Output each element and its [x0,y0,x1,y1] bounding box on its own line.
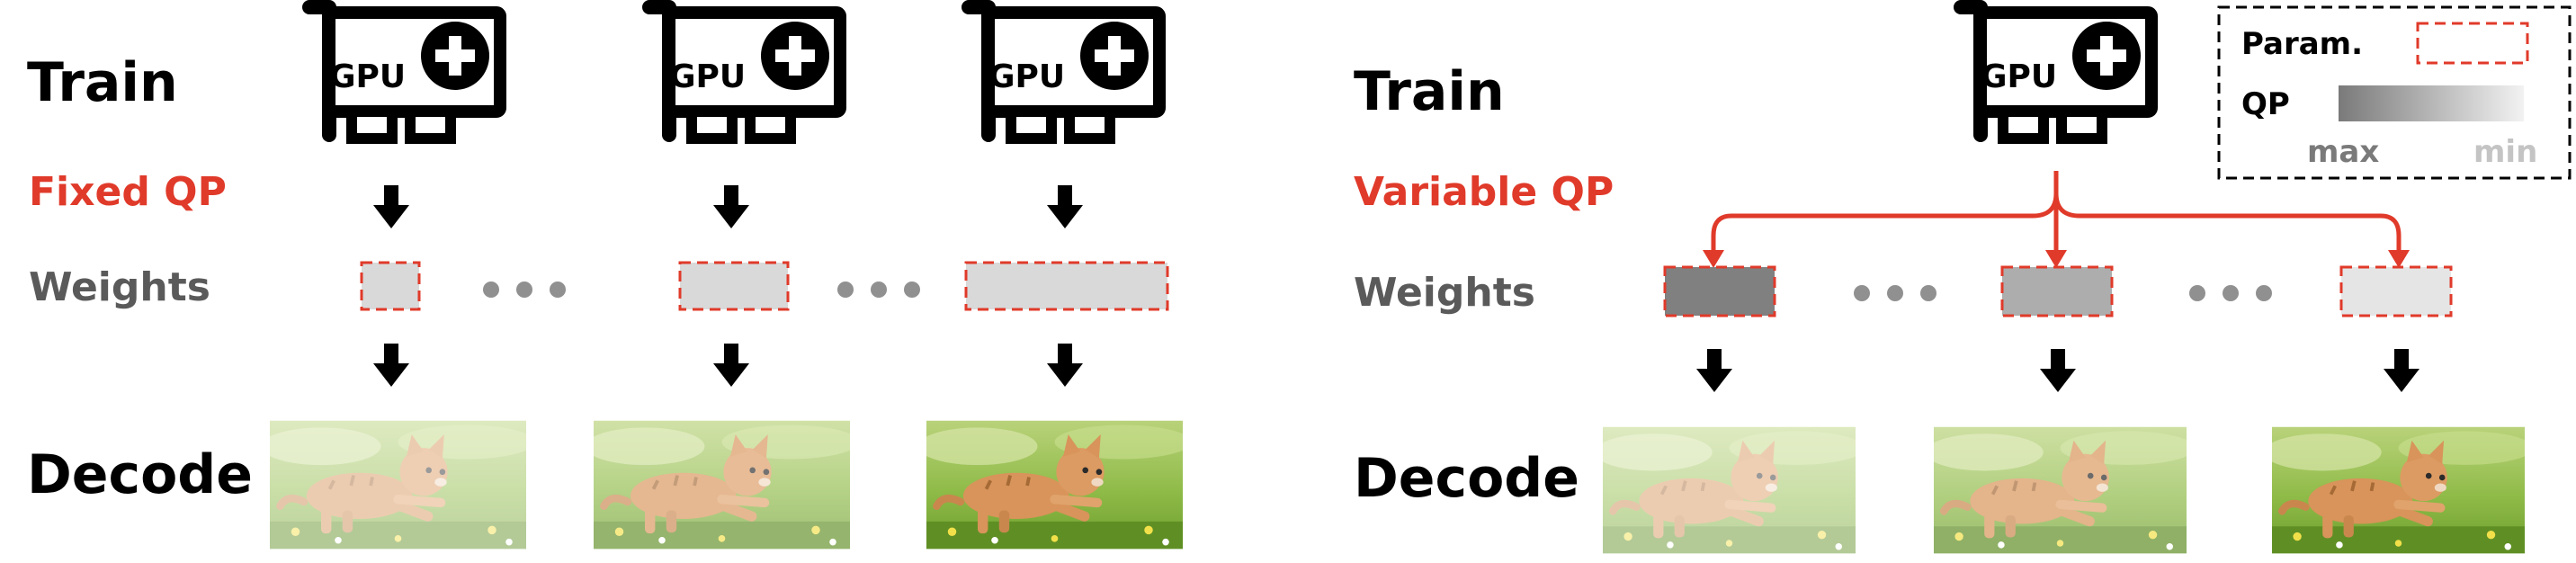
ellipsis-dots [1854,285,1936,301]
ellipsis-dots [483,282,566,298]
variable-qp-panel: Train Variable QP Weights Decode GPU [1354,7,2533,554]
gpu-icon: GPU [309,7,500,139]
down-arrow-icon [2384,349,2419,392]
down-arrow-icon [373,185,409,228]
gpu-text: GPU [669,58,746,95]
decoded-kitten-image [270,419,526,550]
gpu-icon: GPU [969,7,1159,139]
down-arrow-icon [373,344,409,387]
down-arrow-icon [713,344,749,387]
legend-min-label: min [2473,134,2537,170]
legend-param-label: Param. [2241,26,2363,62]
ellipsis-dots [837,282,920,298]
decoded-kitten-image [594,419,850,550]
gpu-text: GPU [988,58,1065,95]
legend-max-label: max [2307,134,2379,170]
gpu-icon: GPU [1961,7,2151,139]
legend-qp-gradient [2339,85,2524,121]
weights-block-min-qp [2339,265,2453,317]
weights-block [964,261,1169,311]
decoded-kitten-image [1934,426,2187,554]
weights-block-mid-qp [2000,265,2114,317]
down-arrow-icon [1696,349,1732,392]
weights-label: Weights [29,264,210,310]
weights-block [678,261,790,311]
down-arrow-icon [1047,344,1083,387]
ellipsis-dots [2189,285,2272,301]
fixed-qp-label: Fixed QP [29,169,227,215]
weights-block [360,261,421,311]
gpu-text: GPU [1981,58,2057,95]
decoded-kitten-image [1603,426,1856,554]
down-arrow-icon [1047,185,1083,228]
down-arrow-icon [713,185,749,228]
legend-box: Param. QP max min [2217,5,2572,180]
gpu-icon: GPU [649,7,840,139]
variable-qp-label: Variable QP [1354,169,1614,215]
gpu-text: GPU [329,58,406,95]
weights-label: Weights [1354,270,1535,316]
arrowheads [1703,250,2410,268]
decoded-kitten-image [2264,426,2534,554]
train-label: Train [27,51,178,114]
fixed-qp-panel: Train Fixed QP Weights Decode GPU GPU GP… [27,7,1192,550]
train-label: Train [1354,60,1505,123]
weights-block-max-qp [1663,265,1776,317]
variable-qp-branch-arrows [1711,171,2402,254]
legend-param-swatch [2416,22,2529,65]
decoded-kitten-image [918,419,1192,550]
decode-label: Decode [1354,447,1579,510]
legend-qp-label: QP [2241,86,2290,122]
decode-label: Decode [27,443,253,506]
down-arrow-icon [2040,349,2076,392]
